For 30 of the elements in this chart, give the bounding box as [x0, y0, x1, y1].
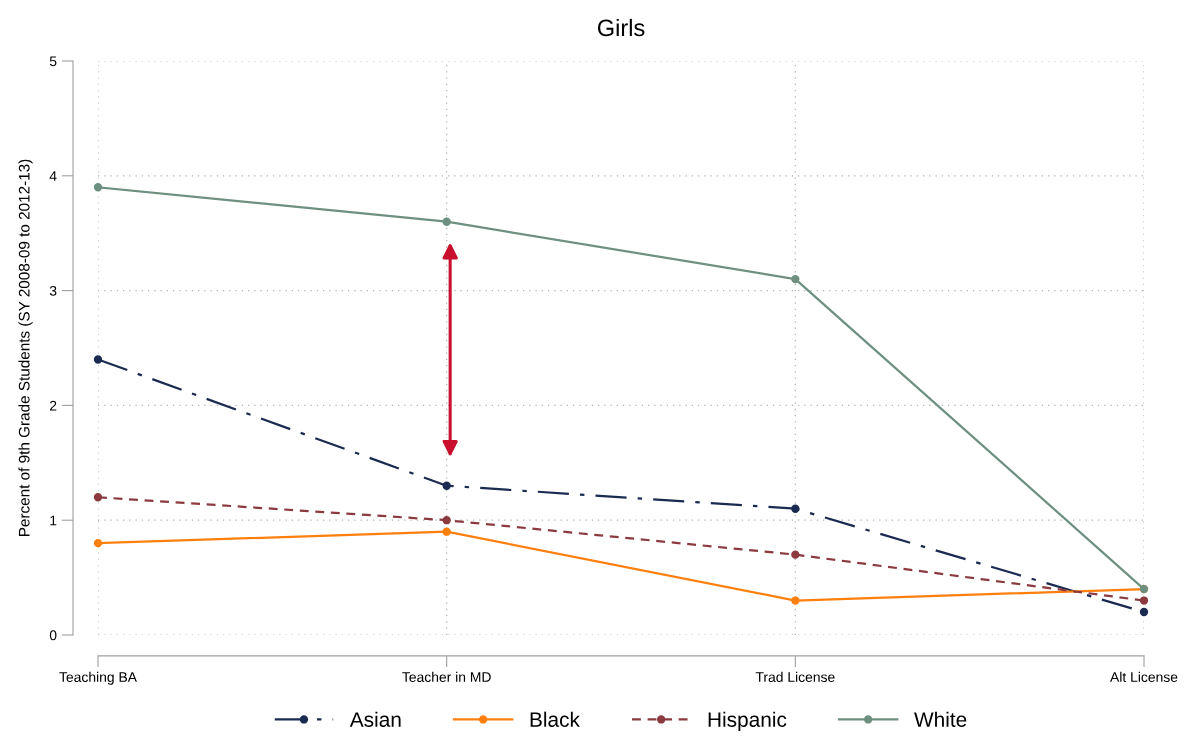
point: [442, 516, 451, 525]
y-tick-label: 1: [50, 515, 57, 526]
point: [1139, 596, 1149, 605]
point: [442, 217, 451, 226]
y-tick-label: 3: [49, 285, 57, 296]
x-tick-label: Alt License: [1110, 671, 1178, 683]
point: [442, 481, 451, 490]
y-tick-label: 4: [49, 171, 57, 181]
point: [791, 550, 800, 559]
chart-title: Girls: [597, 18, 645, 37]
y-tick-label: 2: [50, 400, 57, 411]
point: [791, 504, 800, 513]
point: [442, 527, 451, 536]
point: [93, 538, 103, 548]
x-tick-label: Trad License: [755, 671, 835, 683]
x-tick-label: Teaching BA: [59, 671, 137, 685]
point: [93, 183, 103, 192]
y-tick-label: 0: [49, 630, 57, 641]
legend-label: Asian: [349, 711, 401, 727]
point: [791, 274, 800, 284]
legend-label: White: [914, 711, 967, 727]
y-axis-title: Percent of 9th Grade Students (SY 2008-09 to 2012-13): [18, 159, 33, 536]
legend-label: Hispanic: [708, 711, 787, 732]
point: [1139, 607, 1149, 617]
x-tick-label: Teacher in MD: [402, 671, 491, 683]
legend-label: Black: [530, 711, 580, 727]
point: [93, 355, 103, 364]
point: [791, 596, 800, 605]
y-tick-label: 5: [49, 56, 57, 67]
point: [93, 493, 103, 502]
